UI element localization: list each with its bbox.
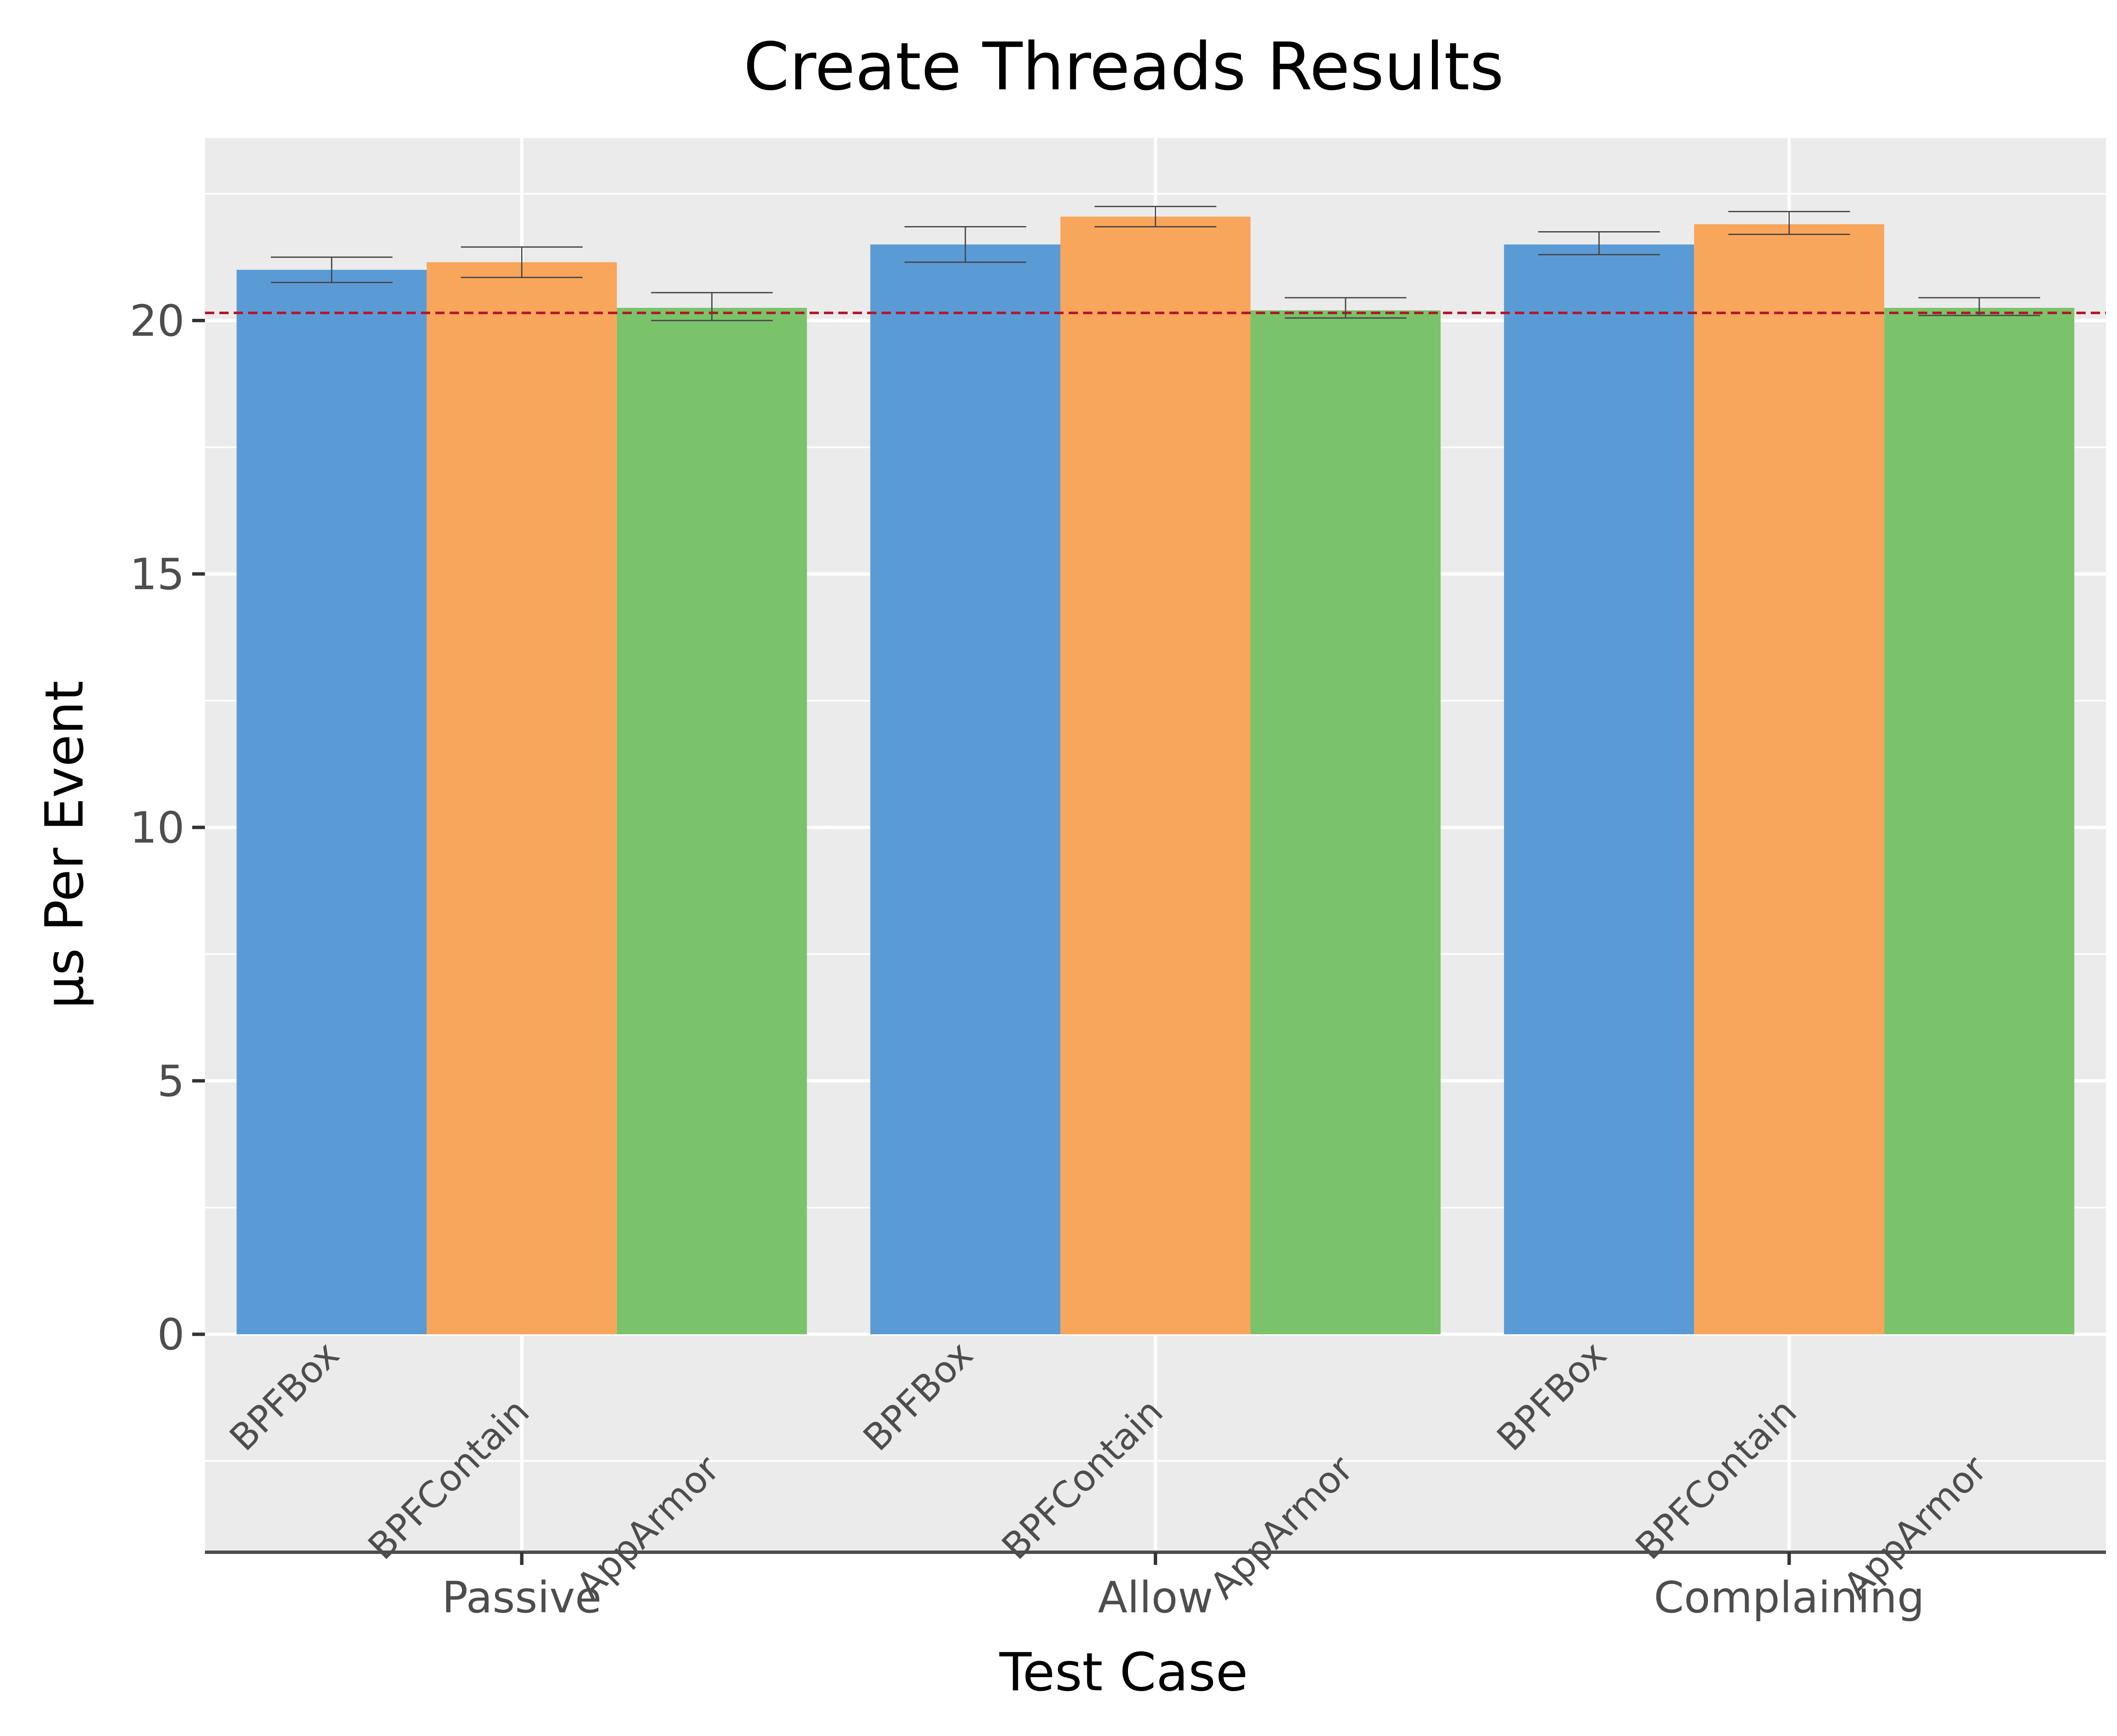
error-bar xyxy=(461,246,583,278)
error-bars xyxy=(271,206,2040,321)
error-bar xyxy=(1538,231,1660,255)
x-tick-label: Complaining xyxy=(1654,1573,1924,1623)
y-axis-title: µs Per Event xyxy=(34,680,95,1009)
bar-bpfcontain xyxy=(1694,224,1885,1335)
bars xyxy=(236,216,2075,1335)
y-tick-label: 0 xyxy=(157,1310,185,1360)
bar-apparmor xyxy=(1250,310,1441,1335)
x-axis-title: Test Case xyxy=(999,1642,1248,1703)
x-tick-label: Passive xyxy=(442,1573,602,1623)
y-tick-label: 5 xyxy=(157,1056,185,1107)
chart-title: Create Threads Results xyxy=(743,28,1504,105)
x-tick-label: Allow xyxy=(1098,1573,1213,1623)
bar-bpfbox xyxy=(236,270,427,1335)
y-tick-label: 20 xyxy=(130,296,185,346)
error-bar xyxy=(904,226,1026,263)
bar-bpfbox xyxy=(1504,244,1694,1335)
bar-bpfcontain xyxy=(426,262,617,1335)
bar-bpfbox xyxy=(870,244,1061,1335)
bar-apparmor xyxy=(616,308,807,1335)
error-bar xyxy=(1094,206,1216,227)
y-tick-label: 15 xyxy=(130,550,185,600)
error-bar xyxy=(1285,297,1407,319)
error-bar xyxy=(271,256,393,283)
error-bar xyxy=(1728,211,1850,235)
error-bar xyxy=(651,292,773,321)
bar-apparmor xyxy=(1884,308,2075,1335)
bar-bpfcontain xyxy=(1060,216,1251,1335)
error-bar xyxy=(1918,297,2040,316)
y-tick-label: 10 xyxy=(130,803,185,853)
